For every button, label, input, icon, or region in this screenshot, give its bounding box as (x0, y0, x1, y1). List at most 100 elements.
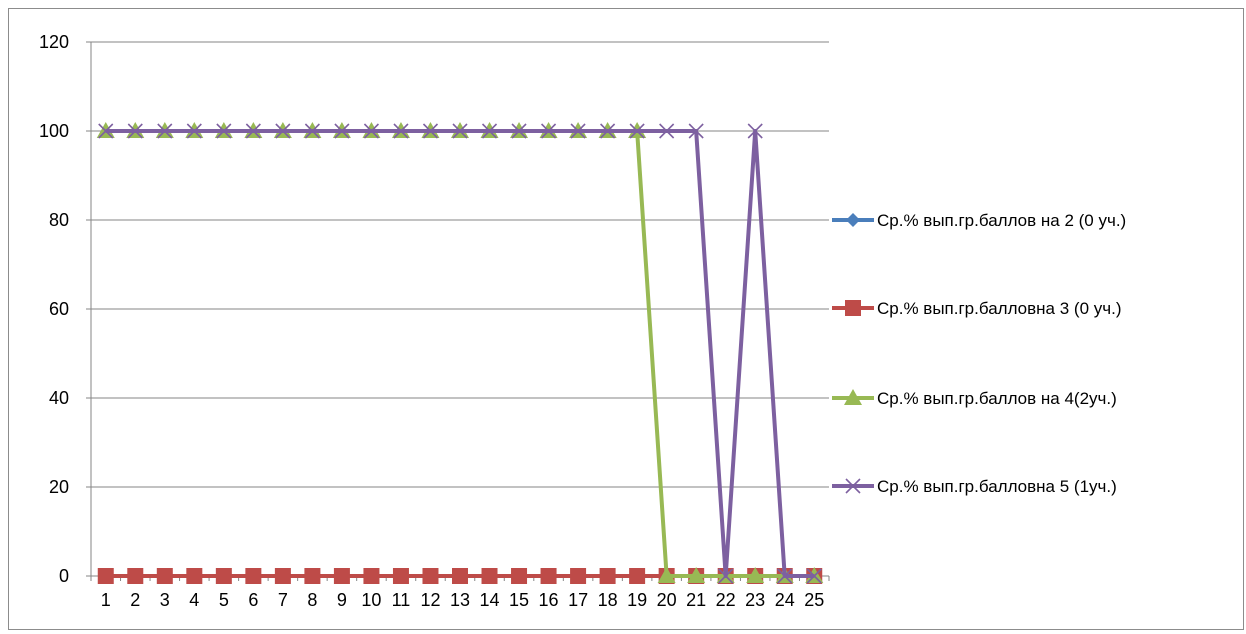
y-tick-label: 120 (39, 32, 69, 52)
x-tick-label: 23 (745, 590, 765, 610)
x-stroke (275, 123, 291, 139)
legend-label: Ср.% вып.гр.балловна 5 (1уч.) (877, 477, 1117, 496)
data-point-x (157, 123, 173, 139)
x-stroke (540, 123, 557, 139)
x-tick-label: 7 (278, 590, 288, 610)
x-tick-label: 1 (101, 590, 111, 610)
data-point-x (688, 123, 704, 139)
data-point-x (186, 123, 202, 139)
data-point-x (452, 123, 468, 139)
data-point-x (275, 123, 291, 139)
data-point-x (363, 123, 380, 139)
series-3 (96, 122, 824, 583)
data-point-square (245, 568, 262, 584)
x-stroke (845, 478, 861, 494)
x-tick-label: 15 (509, 590, 529, 610)
x-tick-label: 10 (361, 590, 381, 610)
x-tick-label: 19 (627, 590, 647, 610)
data-point-diamond (846, 213, 860, 227)
x-stroke (98, 123, 114, 139)
x-tick-label: 22 (716, 590, 736, 610)
data-point-square (629, 568, 646, 584)
x-stroke (363, 123, 380, 139)
x-stroke (570, 123, 586, 139)
data-point-square (215, 568, 232, 584)
data-point-x (422, 123, 439, 139)
y-tick-label: 80 (49, 210, 69, 230)
x-stroke (629, 123, 645, 139)
x-stroke (157, 123, 173, 139)
data-point-square (363, 568, 380, 584)
data-point-x (216, 123, 232, 139)
data-point-x (629, 123, 645, 139)
data-point-x (806, 568, 822, 584)
series-line (105, 129, 815, 578)
x-tick-label: 24 (775, 590, 795, 610)
y-tick-label: 40 (49, 388, 69, 408)
data-point-square (186, 568, 203, 584)
data-point-x (98, 123, 114, 139)
data-point-x (245, 123, 261, 139)
x-tick-label: 6 (248, 590, 258, 610)
data-point-square (97, 568, 114, 584)
series-line (105, 129, 815, 578)
legend-entry-3: Ср.% вып.гр.баллов на 4(2уч.) (832, 389, 1117, 408)
x-stroke (659, 123, 675, 139)
data-point-x (718, 568, 734, 584)
x-stroke (186, 123, 202, 139)
data-point-triangle (657, 567, 676, 583)
data-point-square (511, 568, 528, 584)
x-tick-label: 4 (189, 590, 199, 610)
x-tick-label: 16 (539, 590, 559, 610)
x-tick-label: 2 (130, 590, 140, 610)
data-point-x (777, 568, 793, 584)
series-group (96, 122, 824, 584)
data-point-triangle (844, 389, 862, 405)
x-stroke (511, 123, 527, 139)
x-stroke (600, 123, 616, 139)
x-stroke (422, 123, 439, 139)
data-point-square (392, 568, 409, 584)
data-point-square (570, 568, 587, 584)
x-tick-labels: 1 2 3 4 5 6 7 8 9 10 11 12 13 14 15 16 17 18 19 20 21 22 23 24 2… (101, 590, 825, 610)
x-tick-label: 20 (657, 590, 677, 610)
data-point-x (304, 123, 320, 139)
y-tick-label: 0 (59, 566, 69, 586)
x-stroke (688, 123, 704, 139)
legend-label: Ср.% вып.гр.балловна 3 (0 уч.) (877, 299, 1122, 318)
y-tick-label: 100 (39, 121, 69, 141)
x-stroke (806, 568, 822, 584)
data-point-x (540, 123, 557, 139)
data-point-x (511, 123, 527, 139)
x-stroke (216, 123, 232, 139)
data-point-square (156, 568, 173, 584)
x-tick-label: 13 (450, 590, 470, 610)
x-stroke (304, 123, 320, 139)
data-point-square (540, 568, 557, 584)
x-tick-label: 9 (337, 590, 347, 610)
gridlines (91, 41, 829, 488)
y-tick-label: 60 (49, 299, 69, 319)
data-point-square (274, 568, 291, 584)
x-tick-label: 8 (307, 590, 317, 610)
data-point-x (845, 478, 861, 494)
data-point-square (127, 568, 144, 584)
data-point-x (334, 123, 350, 139)
x-tick-label: 17 (568, 590, 588, 610)
y-tick-labels: 0 20 40 60 80 100 120 (39, 32, 69, 586)
x-stroke (393, 123, 409, 139)
data-point-square (452, 568, 468, 584)
x-tick-label: 18 (598, 590, 618, 610)
x-tick-label: 21 (686, 590, 706, 610)
x-tick-label: 11 (392, 590, 411, 610)
series-4 (98, 123, 822, 584)
x-tick-label: 14 (480, 590, 500, 610)
data-point-x (570, 123, 586, 139)
legend: Ср.% вып.гр.баллов на 2 (0 уч.) Ср.% вып.… (832, 211, 1126, 496)
data-point-x (393, 123, 409, 139)
data-point-x (600, 123, 616, 139)
data-point-square (599, 568, 616, 584)
x-tick-label: 5 (219, 590, 229, 610)
data-point-square (845, 300, 861, 316)
data-point-square (481, 568, 498, 584)
